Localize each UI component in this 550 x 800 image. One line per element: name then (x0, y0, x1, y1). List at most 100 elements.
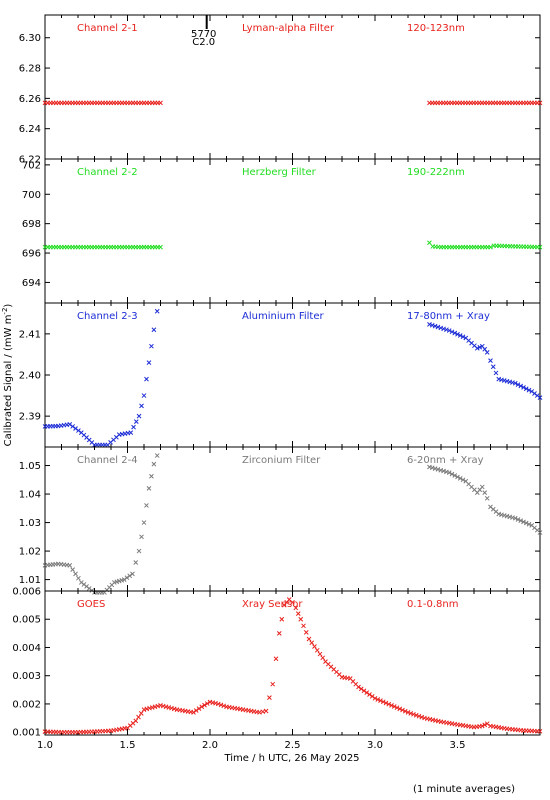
data-point (133, 419, 139, 424)
y-tick-label: 1.02 (19, 547, 41, 558)
data-point (435, 324, 441, 330)
data-point (320, 655, 326, 661)
data-point (537, 244, 543, 250)
data-point (196, 706, 202, 712)
panel-label-filter: Lyman-alpha Filter (242, 23, 335, 34)
data-point (446, 470, 452, 476)
data-point (144, 376, 149, 382)
data-point (138, 710, 144, 716)
y-tick-label: 694 (22, 278, 41, 289)
data-point (523, 520, 529, 526)
data-point (493, 370, 499, 376)
data-point (290, 599, 295, 605)
data-point (131, 424, 136, 430)
data-point (488, 358, 493, 363)
data-point (484, 350, 490, 355)
y-tick-label: 1.05 (19, 461, 41, 472)
data-point (356, 684, 361, 690)
panel-frame (44, 158, 541, 304)
data-point (298, 616, 304, 622)
panel-3: 2.39 2.40 2.41 Channel 2-3 Aluminium Filter 1… (19, 302, 543, 448)
data-point (432, 323, 438, 329)
data-point (141, 393, 147, 398)
data-point (193, 708, 199, 713)
data-point (257, 710, 262, 715)
data-point (413, 712, 419, 718)
data-point (149, 343, 154, 349)
y-tick-label: 2.40 (19, 371, 41, 382)
data-point (526, 521, 532, 527)
data-point (386, 701, 392, 707)
data-point (416, 713, 422, 719)
data-point (479, 723, 485, 729)
data-point (67, 562, 73, 568)
data-point (151, 461, 157, 467)
data-point (429, 322, 435, 328)
data-point (128, 430, 134, 435)
panel-label-filter: Zirconium Filter (242, 455, 321, 466)
data-point (449, 329, 455, 335)
data-point (124, 575, 130, 581)
panel-frame (44, 302, 541, 448)
x-tick-label: 3.5 (450, 740, 466, 751)
data-point (389, 702, 394, 708)
data-point (303, 630, 309, 635)
data-series (42, 597, 543, 735)
panel-4: 1.01 1.02 1.03 1.04 1.05 Channel 2-4 Zirconium… (19, 446, 543, 595)
flare-marker-id: 5770 (191, 29, 216, 40)
x-tick-label: 2.5 (285, 740, 301, 751)
panel-5: 0.001 0.002 0.003 0.004 0.005 0.006 1.0 1.5 2.0 2… (12, 587, 543, 751)
panel-label-filter: Herzberg Filter (242, 167, 317, 178)
data-point (537, 395, 543, 400)
data-point (317, 651, 323, 657)
data-point (438, 325, 444, 331)
data-point (260, 709, 266, 715)
x-axis-title: Time / h UTC, 26 May 2025 (223, 753, 359, 764)
data-point (518, 383, 524, 389)
data-point (146, 485, 152, 491)
y-axis-title-exponent: -2 (1, 308, 9, 315)
data-point (141, 520, 147, 525)
y-tick-label: 1.04 (19, 490, 41, 501)
data-point (537, 728, 543, 734)
data-point (273, 656, 279, 662)
data-point (380, 699, 386, 705)
data-point (523, 386, 529, 392)
data-point (301, 623, 306, 629)
data-point (515, 382, 521, 387)
data-point (444, 327, 449, 333)
data-point (133, 560, 139, 565)
data-point (427, 322, 432, 327)
data-point (139, 534, 144, 540)
data-point (215, 701, 221, 707)
data-point (427, 240, 432, 246)
data-point (358, 686, 364, 692)
data-point (144, 503, 149, 508)
panel-label-filter: Xray Sensor (242, 599, 303, 610)
data-point (295, 611, 301, 616)
data-point (455, 474, 460, 480)
y-tick-label: 696 (22, 249, 41, 260)
y-axis-title: Calibrated Signal / (mW m-2) (1, 304, 14, 447)
panel-label-channel: Channel 2-3 (77, 311, 138, 322)
data-point (397, 706, 403, 712)
y-tick-label: 0.003 (12, 671, 41, 682)
y-tick-label: 6.22 (19, 155, 41, 166)
data-point (202, 702, 207, 708)
data-point (136, 413, 142, 419)
data-point (279, 616, 285, 622)
panel-1: 6.22 6.24 6.26 6.28 6.30 Channel 2-1 Lyman-alp… (19, 14, 543, 166)
data-point (70, 567, 75, 572)
y-tick-label: 1.03 (19, 518, 41, 529)
data-point (411, 711, 416, 717)
y-tick-label: 1.01 (19, 575, 41, 586)
data-point (154, 308, 160, 314)
data-point (158, 100, 163, 106)
y-tick-label: 700 (22, 190, 41, 201)
y-tick-label: 702 (22, 160, 41, 171)
data-point (151, 327, 157, 333)
panel-label-band: 6-20nm + Xray (407, 455, 484, 466)
data-point (521, 384, 526, 390)
data-point (221, 703, 227, 709)
